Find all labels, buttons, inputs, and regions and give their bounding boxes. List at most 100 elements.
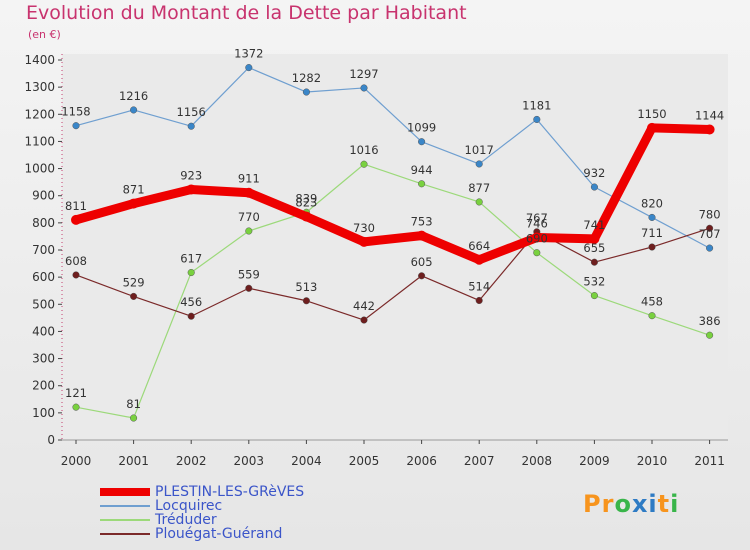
y-tick-label: 1300: [24, 80, 55, 94]
y-tick-label: 200: [32, 379, 55, 393]
data-point: [648, 213, 656, 221]
x-tick-label: 2005: [349, 454, 380, 468]
data-label: 923: [180, 168, 202, 182]
x-tick-label: 2001: [118, 454, 149, 468]
data-point: [72, 122, 80, 130]
data-point: [72, 271, 80, 279]
logo-letter: P: [583, 490, 602, 518]
data-point: [533, 249, 541, 257]
logo-letter: o: [614, 490, 632, 518]
y-tick-label: 400: [32, 324, 55, 338]
chart-title: Evolution du Montant de la Dette par Hab…: [26, 2, 467, 24]
logo-letter: r: [601, 490, 615, 518]
data-point: [243, 187, 254, 198]
data-label: 711: [641, 226, 663, 240]
x-tick-label: 2004: [291, 454, 322, 468]
data-label: 386: [699, 314, 721, 328]
data-label: 1216: [119, 89, 148, 103]
data-label: 1016: [349, 143, 378, 157]
data-point: [475, 198, 483, 206]
data-label: 1158: [61, 105, 90, 119]
legend-label: PLESTIN-LES-GRèVES: [155, 484, 305, 500]
chart-subtitle: (en €): [28, 28, 61, 41]
data-label: 871: [123, 183, 145, 197]
data-label: 1372: [234, 47, 263, 61]
data-label: 655: [583, 241, 605, 255]
data-point: [474, 254, 485, 265]
data-point: [301, 211, 312, 222]
legend-swatch: [100, 505, 150, 507]
data-label: 1297: [349, 67, 378, 81]
y-tick-label: 800: [32, 216, 55, 230]
data-point: [590, 292, 598, 300]
data-label: 1282: [292, 71, 321, 85]
x-tick-label: 2011: [694, 454, 725, 468]
y-tick-label: 700: [32, 243, 55, 257]
y-tick-label: 1400: [24, 53, 55, 67]
data-label: 529: [123, 275, 145, 289]
logo-letter: x: [631, 490, 649, 518]
x-tick-label: 2006: [406, 454, 437, 468]
legend-label: Locquirec: [155, 498, 223, 514]
data-label: 932: [583, 166, 605, 180]
data-point: [359, 236, 369, 247]
data-label: 741: [583, 218, 605, 232]
data-point: [245, 227, 253, 235]
y-tick-label: 100: [32, 406, 55, 420]
data-label: 911: [238, 172, 260, 186]
data-point: [475, 160, 483, 168]
data-label: 707: [699, 227, 721, 241]
data-point: [187, 122, 195, 130]
data-point: [186, 184, 197, 195]
data-label: 944: [411, 163, 433, 177]
legend-label: Plouégat-Guérand: [155, 526, 283, 542]
series-line-0: [71, 123, 715, 265]
y-tick-label: 1200: [24, 107, 55, 121]
data-label: 780: [699, 207, 721, 221]
plot-area: [62, 54, 728, 440]
data-point: [706, 244, 714, 252]
data-label: 121: [65, 386, 87, 400]
x-tick-label: 2000: [61, 454, 92, 468]
data-label: 513: [295, 280, 317, 294]
data-point: [418, 272, 426, 280]
data-label: 1150: [637, 107, 666, 121]
data-label: 608: [65, 254, 87, 268]
data-label: 746: [526, 217, 548, 231]
data-label: 605: [411, 255, 433, 269]
data-point: [418, 180, 426, 188]
data-label: 1099: [407, 121, 436, 135]
data-label: 456: [180, 295, 202, 309]
data-point: [533, 115, 541, 123]
legend-swatch: [100, 488, 150, 496]
data-label: 690: [526, 232, 548, 246]
data-label: 559: [238, 267, 260, 281]
data-label: 811: [65, 199, 87, 213]
y-tick-label: 1000: [24, 162, 55, 176]
data-point: [360, 316, 368, 324]
data-label: 820: [641, 196, 663, 210]
x-tick-label: 2008: [522, 454, 553, 468]
series-line-1: [75, 66, 711, 249]
proxiti-logo: Proxiti: [583, 490, 679, 518]
data-label: 1144: [695, 108, 724, 122]
data-point: [648, 243, 656, 251]
data-point: [187, 312, 195, 320]
data-point: [589, 233, 600, 244]
data-point: [72, 403, 80, 411]
y-tick-label: 900: [32, 189, 55, 203]
x-tick-label: 2003: [234, 454, 265, 468]
data-label: 514: [468, 279, 490, 293]
data-label: 1156: [177, 105, 206, 119]
data-label: 730: [353, 221, 375, 235]
data-point: [245, 64, 253, 72]
data-point: [130, 106, 138, 114]
data-point: [302, 297, 310, 305]
data-label: 823: [295, 196, 317, 210]
data-point: [130, 292, 138, 300]
data-point: [187, 268, 195, 277]
data-point: [71, 214, 81, 225]
data-label: 532: [583, 275, 605, 289]
legend-swatch: [100, 519, 150, 521]
